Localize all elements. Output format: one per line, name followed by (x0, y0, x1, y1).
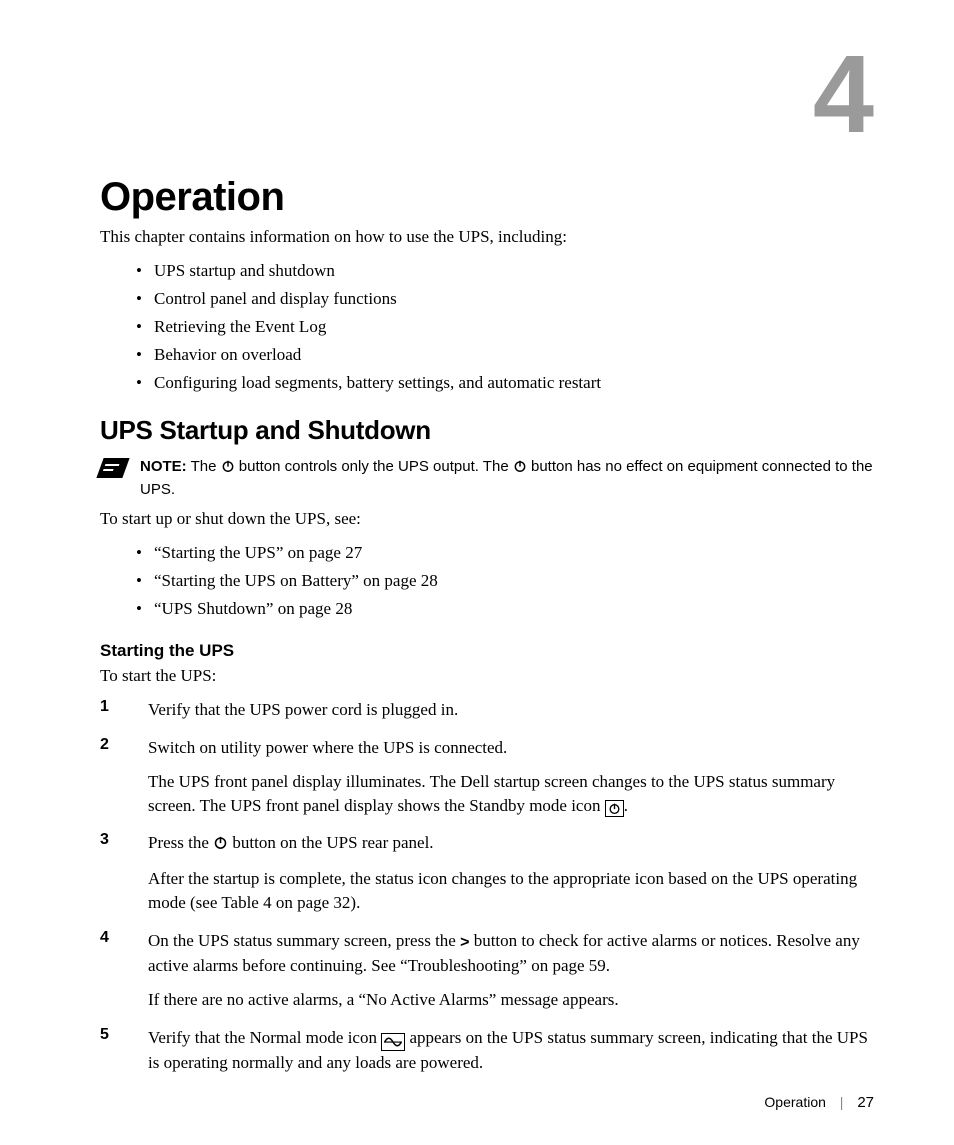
footer-section-label: Operation (764, 1094, 825, 1110)
footer-page-number: 27 (857, 1094, 874, 1111)
step-text: Verify that the UPS power cord is plugge… (148, 698, 874, 722)
see-intro: To start up or shut down the UPS, see: (100, 508, 874, 531)
power-icon (221, 458, 235, 479)
standby-icon (605, 800, 624, 817)
step-item: Verify that the UPS power cord is plugge… (100, 698, 874, 722)
list-item: Retrieving the Event Log (136, 313, 874, 341)
step-text-fragment: Verify that the Normal mode icon (148, 1028, 381, 1047)
section-heading: UPS Startup and Shutdown (100, 415, 874, 446)
page-title: Operation (100, 175, 874, 220)
list-item: “UPS Shutdown” on page 28 (136, 595, 874, 623)
note-text-mid: button controls only the UPS output. The (239, 458, 513, 475)
intro-paragraph: This chapter contains information on how… (100, 226, 874, 249)
step-text: After the startup is complete, the statu… (148, 867, 874, 915)
step-text-fragment: Press the (148, 833, 213, 852)
list-item: Control panel and display functions (136, 285, 874, 313)
power-icon (213, 833, 228, 857)
list-item: Behavior on overload (136, 341, 874, 369)
step-text: The UPS front panel display illuminates.… (148, 770, 874, 818)
step-item: Press the button on the UPS rear panel. … (100, 831, 874, 914)
step-item: On the UPS status summary screen, press … (100, 929, 874, 1012)
step-text-fragment: button on the UPS rear panel. (232, 833, 433, 852)
sine-wave-icon (381, 1033, 405, 1051)
step-text: Verify that the Normal mode icon appears… (148, 1026, 874, 1075)
list-item: “Starting the UPS on Battery” on page 28 (136, 567, 874, 595)
start-intro: To start the UPS: (100, 665, 874, 688)
see-bullet-list: “Starting the UPS” on page 27 “Starting … (136, 539, 874, 623)
note-text-pre: The (191, 458, 221, 475)
step-text: On the UPS status summary screen, press … (148, 929, 874, 978)
page-footer: Operation | 27 (764, 1094, 874, 1111)
steps-list: Verify that the UPS power cord is plugge… (100, 698, 874, 1074)
note-block: NOTE: The button controls only the UPS o… (100, 456, 874, 500)
step-text-fragment: . (624, 796, 628, 815)
step-text-fragment: The UPS front panel display illuminates.… (148, 772, 835, 815)
note-text: NOTE: The button controls only the UPS o… (140, 456, 874, 500)
step-item: Verify that the Normal mode icon appears… (100, 1026, 874, 1075)
step-text: Press the button on the UPS rear panel. (148, 831, 874, 857)
list-item: Configuring load segments, battery setti… (136, 369, 874, 397)
chevron-right-icon: > (460, 934, 469, 951)
chapter-number: 4 (813, 40, 874, 150)
note-label: NOTE: (140, 458, 187, 475)
list-item: “Starting the UPS” on page 27 (136, 539, 874, 567)
intro-bullet-list: UPS startup and shutdown Control panel a… (136, 257, 874, 397)
step-item: Switch on utility power where the UPS is… (100, 736, 874, 817)
footer-divider: | (840, 1094, 844, 1110)
power-icon (513, 458, 527, 479)
step-text: If there are no active alarms, a “No Act… (148, 988, 874, 1012)
subsection-heading: Starting the UPS (100, 641, 874, 661)
note-icon (96, 458, 129, 478)
step-text: Switch on utility power where the UPS is… (148, 736, 874, 760)
step-text-fragment: On the UPS status summary screen, press … (148, 931, 460, 950)
list-item: UPS startup and shutdown (136, 257, 874, 285)
